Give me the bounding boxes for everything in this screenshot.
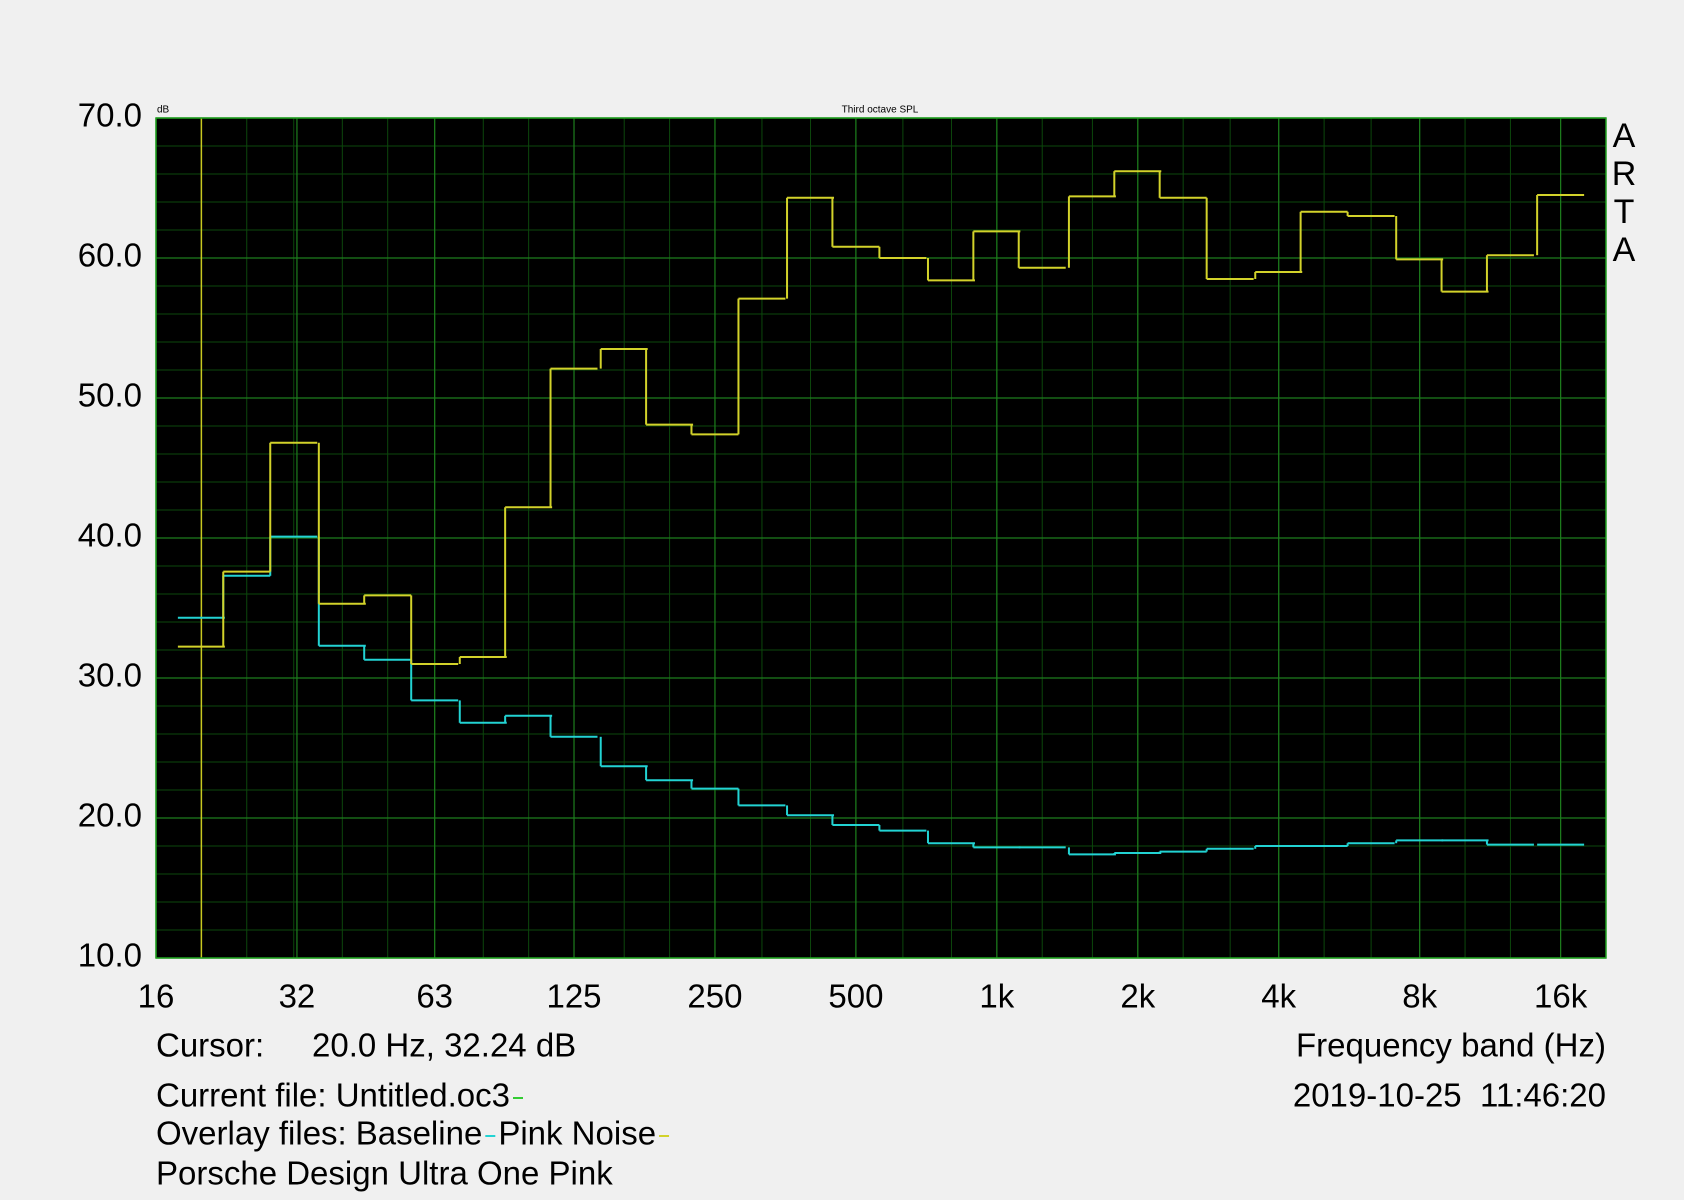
x-tick-label: 125 — [546, 978, 601, 1015]
grid — [155, 117, 1606, 959]
plot-frame — [155, 117, 1607, 959]
y-unit: dB — [157, 105, 170, 116]
x-tick-label: 500 — [828, 978, 883, 1015]
y-tick-label: 70.0 — [78, 97, 142, 134]
x-tick-label: 32 — [279, 978, 316, 1015]
chart-title: Third octave SPL — [842, 105, 919, 116]
y-tick-label: 60.0 — [78, 237, 142, 274]
brand-letter: T — [1614, 193, 1635, 231]
y-tick-label: 40.0 — [78, 517, 142, 554]
x-tick-label: 2k — [1120, 978, 1155, 1015]
legend-entry: Pink Noise — [498, 1115, 656, 1152]
x-tick-label: 4k — [1261, 978, 1296, 1015]
y-tick-label: 10.0 — [78, 937, 142, 974]
x-axis-label: Frequency band (Hz) — [1296, 1027, 1606, 1064]
y-tick-label: 50.0 — [78, 377, 142, 414]
cursor-value: 20.0 Hz, 32.24 dB — [312, 1027, 576, 1064]
y-tick-label: 20.0 — [78, 797, 142, 834]
x-tick-label: 1k — [979, 978, 1014, 1015]
x-tick-label: 16k — [1534, 978, 1588, 1015]
current-file: Current file: Untitled.oc3 — [156, 1077, 510, 1114]
x-tick-label: 250 — [687, 978, 742, 1015]
brand-letter: A — [1613, 117, 1636, 155]
data-marks — [177, 118, 1585, 958]
x-tick-label: 63 — [416, 978, 453, 1015]
y-tick-label: 30.0 — [78, 657, 142, 694]
x-tick-label: 16 — [138, 978, 175, 1015]
description: Porsche Design Ultra One Pink — [156, 1155, 613, 1192]
x-tick-label: 8k — [1402, 978, 1437, 1015]
timestamp: 2019-10-25 11:46:20 — [1293, 1077, 1606, 1114]
brand-letter: A — [1613, 231, 1636, 269]
overlay-label: Overlay files: — [156, 1115, 347, 1152]
cursor-label: Cursor: — [156, 1027, 264, 1064]
legend-entry: Baseline — [356, 1115, 483, 1152]
brand-letter: R — [1612, 155, 1637, 193]
